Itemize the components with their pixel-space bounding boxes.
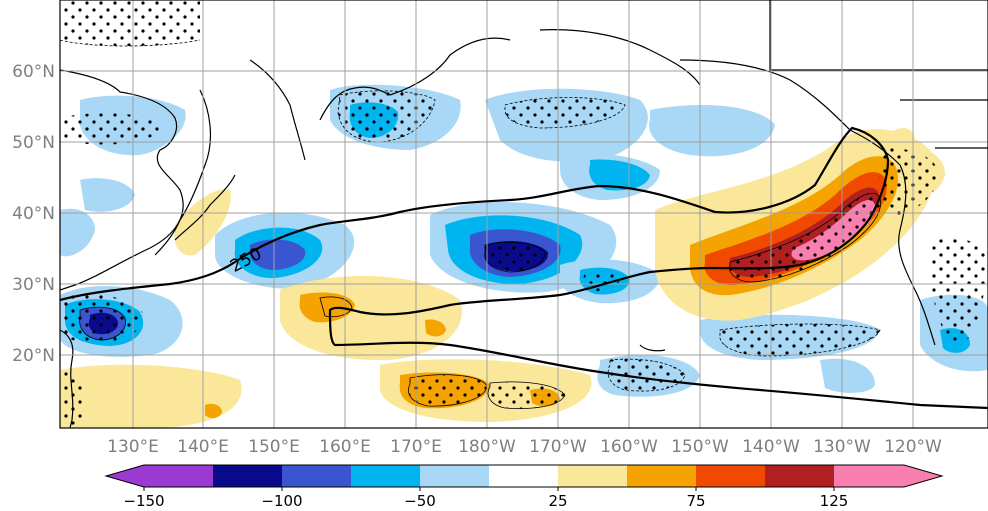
colorbar-labels: −150 −100 −50 25 75 125 — [123, 492, 848, 510]
lat-label: 60°N — [12, 62, 55, 82]
colorbar-segment — [765, 465, 834, 487]
lat-label: 50°N — [12, 133, 55, 153]
dashed-contours — [60, 39, 881, 392]
colorbar-label: 125 — [820, 492, 849, 510]
jet-contour-250 — [60, 126, 988, 410]
colorbar-segment — [489, 465, 558, 487]
graticule — [60, 0, 988, 428]
lon-label: 180°W — [458, 437, 516, 457]
lon-label: 120°W — [884, 437, 942, 457]
anomaly-contours — [79, 192, 882, 409]
longitude-labels: 130°E 140°E 150°E 160°E 170°E 180°W 170°… — [107, 437, 942, 457]
significance-stippling — [60, 0, 986, 428]
colorbar-label: −100 — [261, 492, 302, 510]
lon-label: 170°W — [529, 437, 587, 457]
lon-label: 160°E — [319, 437, 371, 457]
colorbar-segment — [627, 465, 696, 487]
lon-label: 160°W — [600, 437, 658, 457]
colorbar-segment — [696, 465, 765, 487]
map-frame — [59, 0, 988, 429]
lat-label: 20°N — [12, 346, 55, 366]
colorbar-label: 75 — [686, 492, 705, 510]
colorbar-label: −50 — [404, 492, 436, 510]
lon-label: 140°E — [177, 437, 229, 457]
latitude-labels: 60°N 50°N 40°N 30°N 20°N — [12, 62, 55, 366]
lon-label: 130°E — [107, 437, 159, 457]
map-panel — [60, 0, 988, 428]
lon-label: 140°W — [742, 437, 800, 457]
colorbar-segment — [282, 465, 351, 487]
colorbar-segment — [420, 465, 489, 487]
lon-label: 170°E — [390, 437, 442, 457]
colorbar-label: 25 — [548, 492, 567, 510]
colorbar-segment — [558, 465, 627, 487]
colorbar-segment — [351, 465, 420, 487]
lon-label: 150°E — [248, 437, 300, 457]
colorbar-label: −150 — [123, 492, 164, 510]
lon-label: 150°W — [671, 437, 729, 457]
lat-label: 30°N — [12, 275, 55, 295]
lat-label: 40°N — [12, 204, 55, 224]
lon-label: 130°W — [813, 437, 871, 457]
colorbar-segment — [106, 465, 214, 487]
colorbar-segment — [834, 465, 942, 487]
colorbar-segment — [213, 465, 282, 487]
colorbar — [104, 464, 944, 491]
